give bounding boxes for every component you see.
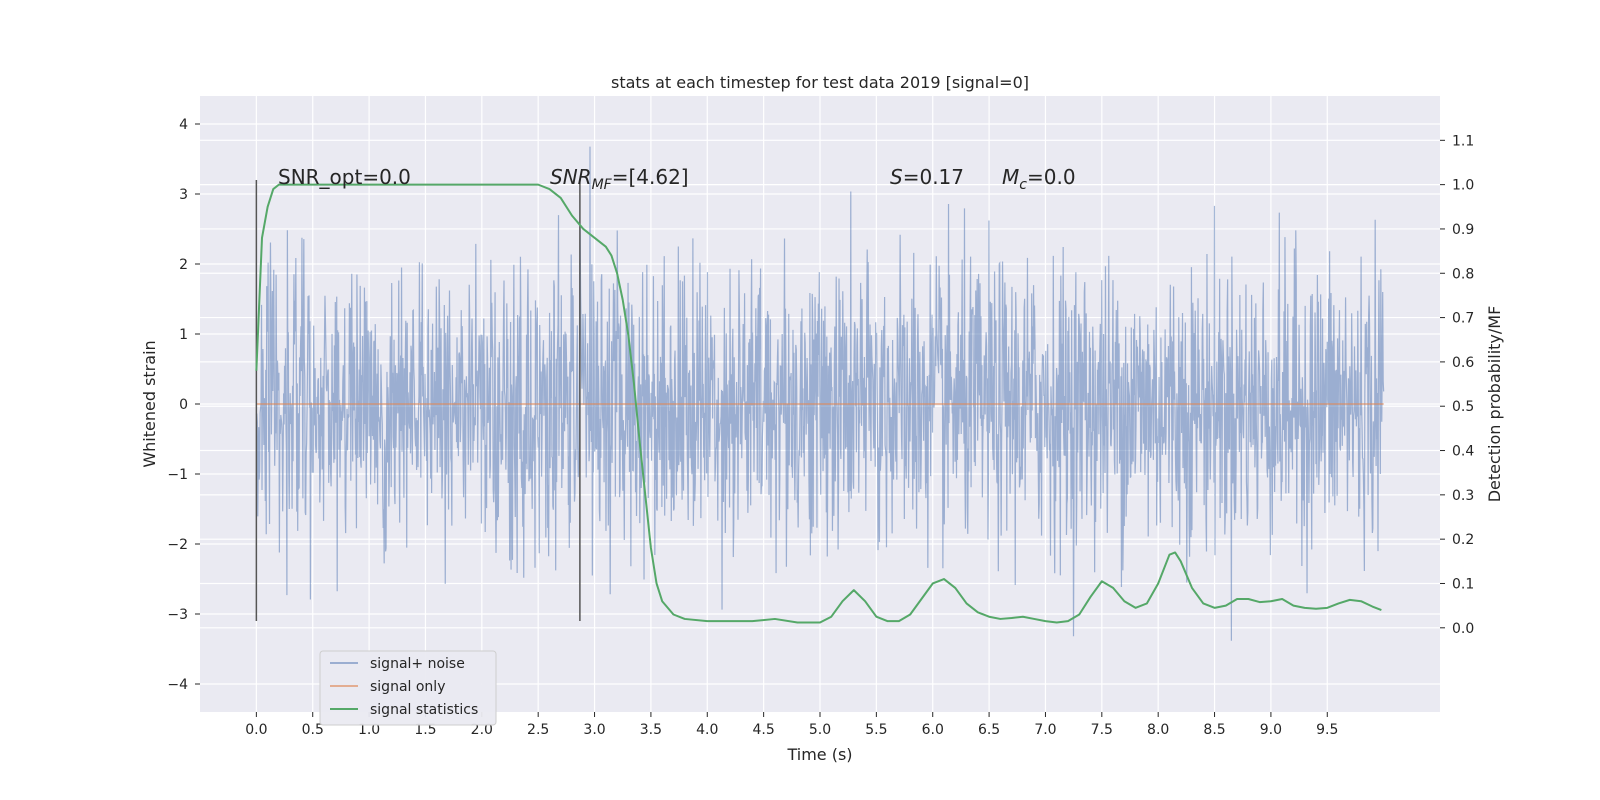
y-left-tick-label: 1 <box>179 327 188 343</box>
right-y-axis-ticks: 1.1 1.0 0.9 0.8 0.7 0.6 0.5 0.4 0.3 0.2 0.1 0.0 <box>1440 133 1474 637</box>
signal-statistics-line <box>255 183 1382 624</box>
legend-label-signal-only: signal only <box>370 679 445 695</box>
x-tick-label: 4.5 <box>753 722 775 738</box>
x-tick-label: 5.0 <box>809 722 831 738</box>
x-tick-label: 2.5 <box>527 722 549 738</box>
y-right-tick-label: 1.1 <box>1452 133 1474 149</box>
x-tick-label: 5.5 <box>865 722 887 738</box>
y-right-tick-label: 0.0 <box>1452 621 1474 637</box>
x-tick-label: 3.5 <box>640 722 662 738</box>
y-right-tick-label: 1.0 <box>1452 178 1474 194</box>
x-tick-label: 7.0 <box>1034 722 1056 738</box>
x-tick-label: 4.0 <box>696 722 718 738</box>
x-tick-label: 8.0 <box>1147 722 1169 738</box>
x-tick-label: 1.5 <box>414 722 436 738</box>
signal-noise-series <box>255 146 1385 641</box>
y-left-tick-label: 3 <box>179 187 188 203</box>
y-left-tick-label: 0 <box>179 397 188 413</box>
y-right-tick-label: 0.4 <box>1452 444 1474 460</box>
snr-opt-annotation: SNR_opt=0.0 <box>278 165 411 189</box>
y-left-tick-label: 4 <box>179 117 188 133</box>
x-tick-label: 8.5 <box>1203 722 1225 738</box>
y-right-tick-label: 0.9 <box>1452 222 1474 238</box>
legend: signal+ noise signal only signal statist… <box>319 650 497 726</box>
left-y-axis-label: Whitened strain <box>140 340 159 467</box>
x-tick-label: 0.5 <box>302 722 324 738</box>
x-tick-label: 9.5 <box>1316 722 1338 738</box>
s-annotation: S=0.17 <box>890 165 964 189</box>
y-left-tick-label: 2 <box>179 257 188 273</box>
y-left-tick-label: −3 <box>167 607 188 623</box>
x-tick-label: 0.0 <box>245 722 267 738</box>
x-tick-label: 6.0 <box>922 722 944 738</box>
legend-box <box>319 650 497 726</box>
chart-title: stats at each timestep for test data 201… <box>611 73 1029 92</box>
signal-statistics-series <box>255 183 1382 624</box>
x-tick-label: 6.5 <box>978 722 1000 738</box>
snr-mf-annotation: SNRMF=[4.62] <box>550 165 689 193</box>
y-right-tick-label: 0.3 <box>1452 488 1474 504</box>
y-left-tick-label: −1 <box>167 467 188 483</box>
signal-noise-line <box>255 146 1385 641</box>
legend-label-statistics: signal statistics <box>370 702 478 718</box>
x-tick-label: 7.5 <box>1091 722 1113 738</box>
x-tick-label: 2.0 <box>471 722 493 738</box>
y-right-tick-label: 0.6 <box>1452 355 1474 371</box>
y-right-tick-label: 0.2 <box>1452 532 1474 548</box>
y-right-tick-label: 0.7 <box>1452 311 1474 327</box>
y-right-tick-label: 0.1 <box>1452 576 1474 592</box>
marker-lines <box>255 180 581 621</box>
y-right-tick-label: 0.5 <box>1452 399 1474 415</box>
x-axis-label: Time (s) <box>786 745 852 764</box>
left-y-axis-ticks: 4 3 2 1 0 −1 −2 −3 −4 <box>167 117 200 693</box>
legend-label-noise: signal+ noise <box>370 656 465 672</box>
y-right-tick-label: 0.8 <box>1452 266 1474 282</box>
x-axis-ticks: 0.0 0.5 1.0 1.5 2.0 2.5 3.0 3.5 4.0 4.5 5.0 5.5 6.0 6… <box>245 712 1338 738</box>
mc-annotation: Mc=0.0 <box>1002 165 1076 193</box>
y-left-tick-label: −4 <box>167 677 188 693</box>
y-left-tick-label: −2 <box>167 537 188 553</box>
x-tick-label: 9.0 <box>1260 722 1282 738</box>
right-y-axis-label: Detection probability/MF <box>1485 306 1504 503</box>
x-tick-label: 3.0 <box>583 722 605 738</box>
x-tick-label: 1.0 <box>358 722 380 738</box>
